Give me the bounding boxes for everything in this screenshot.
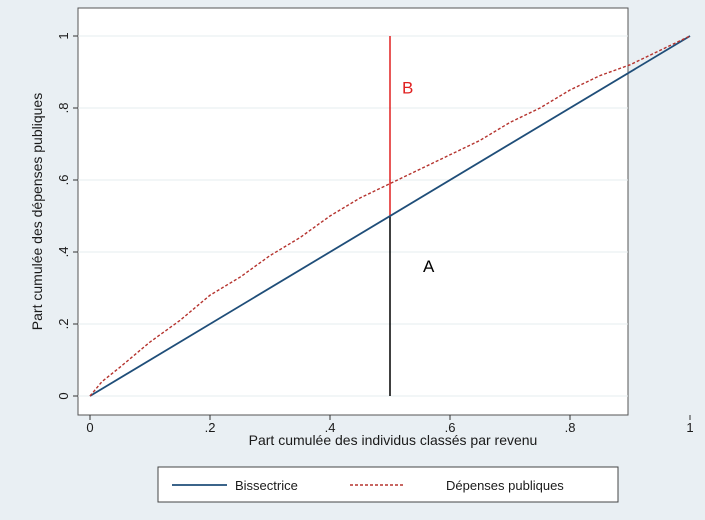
x-tick-label: 1	[686, 420, 693, 435]
legend: Bissectrice Dépenses publiques	[157, 466, 619, 503]
legend-label: Bissectrice	[235, 478, 298, 493]
x-tick-label: .4	[325, 420, 336, 435]
x-tick-label: 0	[86, 420, 93, 435]
series-line-2	[89, 35, 691, 397]
axes: 0 .2 .4 .6 .8 1 0 .2 .4 .6 .8 1	[56, 32, 694, 435]
x-axis-title: Part cumulée des individus classés par r…	[249, 432, 538, 448]
y-tick-label: .4	[56, 247, 71, 258]
y-tick-label: .6	[56, 175, 71, 186]
x-tick-label: .8	[565, 420, 576, 435]
legend-label: Dépenses publiques	[446, 478, 564, 493]
gridlines	[78, 35, 628, 397]
annotation-label: B	[402, 79, 413, 98]
y-tick-label: 1	[56, 32, 71, 39]
annotation-label: A	[423, 257, 435, 276]
y-tick-label: .8	[56, 103, 71, 114]
y-tick-label: 0	[56, 392, 71, 399]
series-line-1	[89, 35, 691, 397]
annotations: BA	[402, 79, 435, 276]
series-group	[89, 35, 691, 397]
y-axis-title: Part cumulée des dépenses publiques	[29, 93, 45, 330]
x-tick-label: .2	[205, 420, 216, 435]
y-tick-label: .2	[56, 319, 71, 330]
x-tick-label: .6	[445, 420, 456, 435]
